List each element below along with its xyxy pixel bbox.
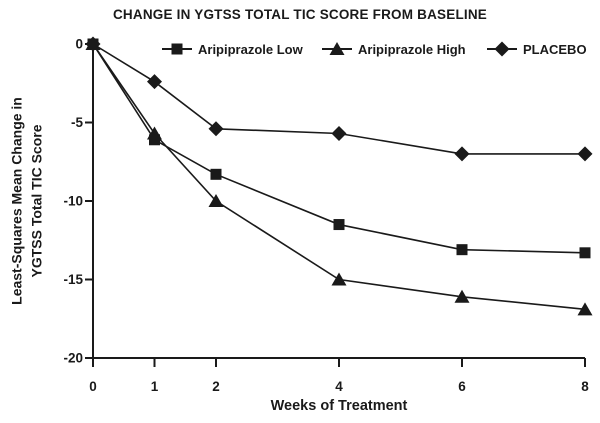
data-point-aripiprazole-high-triangle-marker-icon xyxy=(454,289,470,303)
data-point-placebo-diamond-marker-icon xyxy=(577,146,593,162)
y-axis-title-line1: Least-Squares Mean Change in xyxy=(8,97,25,305)
data-point-aripiprazole-high-triangle-marker-icon xyxy=(331,272,347,286)
x-axis-tick-label: 4 xyxy=(335,379,343,394)
data-point-aripiprazole-low-square-marker-icon xyxy=(87,38,99,50)
data-point-placebo-diamond-marker-icon xyxy=(331,125,347,141)
y-axis-title: Least-Squares Mean Change in YGTSS Total… xyxy=(7,97,48,305)
y-axis-tick-label: -15 xyxy=(63,272,83,287)
data-point-aripiprazole-high-triangle-marker-icon xyxy=(208,194,224,207)
y-axis-tick-label: 0 xyxy=(75,37,83,52)
x-axis-tick-label: 1 xyxy=(151,379,159,394)
x-axis-tick-label: 0 xyxy=(89,379,97,394)
data-point-aripiprazole-low-square-marker-icon xyxy=(333,219,345,231)
series-line-placebo xyxy=(92,43,585,155)
data-point-placebo-diamond-marker-icon xyxy=(147,74,162,90)
data-point-aripiprazole-low-square-marker-icon xyxy=(579,247,591,259)
data-point-aripiprazole-low-square-marker-icon xyxy=(149,134,160,146)
series-line-aripiprazole-high xyxy=(92,43,586,311)
x-axis-title: Weeks of Treatment xyxy=(270,398,408,414)
y-axis-tick-label: -10 xyxy=(63,194,83,209)
legend-aripiprazole-low-square-marker-icon xyxy=(171,43,183,55)
series-line-aripiprazole-low xyxy=(92,43,586,254)
y-axis-tick-label: -20 xyxy=(63,351,83,366)
data-point-placebo-diamond-marker-icon xyxy=(208,121,224,137)
legend-label-aripiprazole-low: Aripiprazole Low xyxy=(198,42,304,57)
y-axis-tick-label: -5 xyxy=(71,115,83,130)
legend-label-aripiprazole-high: Aripiprazole High xyxy=(358,42,466,57)
y-axis-title-line2: YGTSS Total TIC Score xyxy=(29,124,45,278)
legend-label-placebo: PLACEBO xyxy=(523,42,587,57)
legend-aripiprazole-high-triangle-marker-icon xyxy=(329,42,345,55)
data-point-placebo-diamond-marker-icon xyxy=(454,146,470,162)
chart-title: CHANGE IN YGTSS TOTAL TIC SCORE FROM BAS… xyxy=(112,7,488,22)
x-axis-tick-label: 6 xyxy=(458,379,466,394)
x-axis-tick-label: 8 xyxy=(581,379,589,394)
data-point-aripiprazole-low-square-marker-icon xyxy=(456,244,468,256)
data-point-aripiprazole-high-triangle-marker-icon xyxy=(577,302,593,316)
legend-placebo-diamond-marker-icon xyxy=(494,41,510,57)
x-axis-tick-label: 2 xyxy=(212,379,220,394)
data-point-aripiprazole-low-square-marker-icon xyxy=(210,168,222,180)
